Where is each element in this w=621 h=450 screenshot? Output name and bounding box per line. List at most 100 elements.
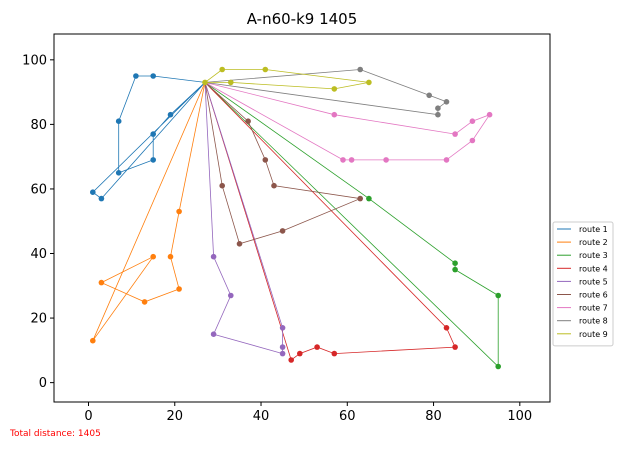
route-point — [279, 344, 286, 350]
x-tick-label: 80 — [425, 409, 442, 424]
series-route-3 — [204, 82, 502, 370]
axis-ticks: 0 20 40 60 80 100 0 20 40 60 80 100 — [22, 53, 532, 424]
series-route-5 — [204, 82, 286, 357]
route-point — [340, 157, 346, 163]
route-point — [288, 357, 295, 363]
route-point — [219, 182, 225, 189]
plot-frame — [53, 33, 551, 403]
route-point — [357, 195, 364, 202]
depot-point — [202, 79, 208, 86]
legend-label: route 2 — [579, 238, 608, 247]
route-point — [98, 279, 105, 286]
series-route-7 — [204, 82, 493, 163]
route-point — [443, 157, 450, 163]
y-tick-label: 20 — [30, 312, 47, 327]
route-point — [133, 73, 139, 79]
series-route-1 — [90, 73, 206, 202]
series-route-6 — [204, 82, 364, 247]
x-tick-label: 60 — [339, 409, 356, 424]
route-point — [366, 79, 372, 86]
route-point — [452, 260, 458, 267]
plot-area — [90, 66, 502, 370]
route-point — [314, 344, 320, 350]
route-point — [115, 170, 122, 176]
route-point — [331, 350, 338, 357]
legend-label: route 3 — [579, 251, 608, 260]
route-point — [279, 325, 286, 331]
route-point — [469, 118, 476, 124]
y-tick-label: 60 — [30, 182, 47, 197]
route-point — [141, 299, 148, 305]
y-tick-label: 0 — [39, 376, 47, 391]
route-point — [452, 344, 458, 350]
route-point — [219, 66, 225, 73]
route-point — [98, 195, 105, 202]
route-point — [469, 137, 476, 144]
y-tick-label: 100 — [22, 53, 47, 68]
route-point — [210, 253, 217, 260]
route-point — [90, 189, 96, 195]
route-point — [331, 111, 338, 118]
route-point — [262, 157, 269, 163]
route-point — [228, 292, 234, 299]
route-point — [167, 111, 174, 118]
chart-title: A-n60-k9 1405 — [247, 10, 358, 28]
route-line — [204, 82, 284, 355]
x-tick-label: 100 — [507, 409, 532, 424]
route-point — [150, 73, 156, 79]
route-point — [150, 157, 156, 163]
legend-label: route 9 — [579, 330, 608, 339]
route-point — [210, 331, 217, 338]
route-point — [150, 131, 156, 137]
legend-box — [552, 221, 614, 347]
route-point — [167, 253, 174, 260]
route-point — [176, 286, 182, 292]
route-point — [279, 228, 286, 234]
route-point — [297, 350, 303, 357]
series-route-8 — [204, 66, 450, 118]
x-tick-label: 0 — [84, 409, 92, 424]
route-point — [236, 241, 243, 247]
legend-label: route 4 — [579, 264, 608, 273]
legend-label: route 8 — [579, 317, 608, 326]
y-tick-label: 80 — [30, 118, 47, 133]
route-point — [443, 325, 450, 331]
y-tick-label: 40 — [30, 247, 47, 262]
route-point — [228, 79, 234, 86]
route-point — [348, 157, 355, 163]
route-point — [115, 118, 122, 124]
legend: route 1 route 2 route 3 route 4 route 5 route… — [552, 221, 614, 347]
route-point — [245, 118, 251, 124]
route-line — [92, 75, 206, 200]
route-point — [331, 86, 338, 92]
route-point — [443, 99, 450, 105]
x-tick-label: 20 — [166, 409, 183, 424]
route-line — [204, 82, 456, 361]
route-point — [435, 105, 441, 111]
x-tick-label: 40 — [253, 409, 270, 424]
route-line — [92, 82, 206, 341]
route-point — [452, 266, 458, 273]
total-distance-annotation: Total distance: 1405 — [10, 429, 101, 439]
route-point — [366, 195, 372, 202]
route-point — [495, 363, 502, 370]
route-point — [426, 92, 433, 99]
legend-label: route 1 — [579, 225, 608, 234]
route-point — [262, 66, 269, 73]
series-route-4 — [204, 82, 458, 363]
route-point — [452, 131, 458, 137]
route-point — [435, 111, 441, 118]
route-point — [486, 111, 493, 118]
legend-label: route 6 — [579, 291, 608, 300]
route-point — [176, 208, 182, 215]
route-point — [150, 253, 156, 260]
route-point — [90, 337, 96, 344]
legend-label: route 7 — [579, 304, 608, 313]
legend-label: route 5 — [579, 277, 608, 286]
route-point — [271, 182, 277, 189]
series-route-2 — [90, 82, 206, 344]
series-route-9 — [204, 66, 372, 92]
route-point — [279, 350, 286, 357]
route-point — [495, 292, 502, 299]
